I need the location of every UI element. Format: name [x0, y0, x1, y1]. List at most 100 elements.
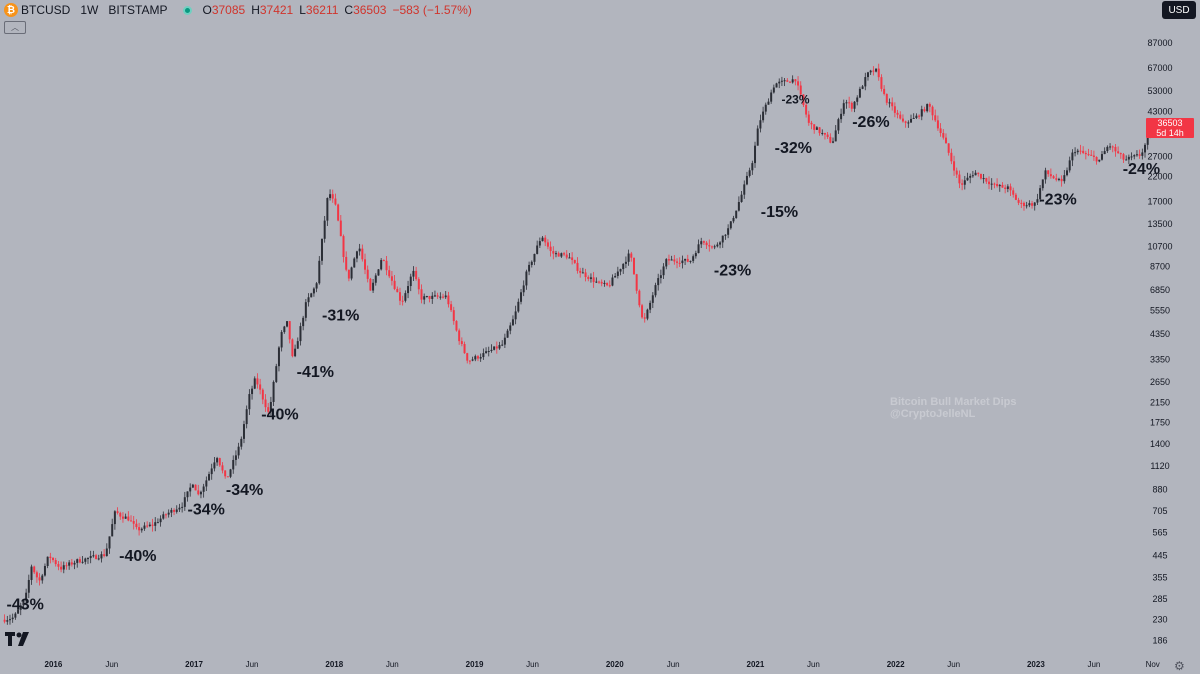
candle: [832, 141, 835, 143]
candle: [156, 522, 159, 524]
candle: [536, 245, 539, 254]
price-tick-label: 5550: [1150, 305, 1170, 315]
candle: [396, 288, 399, 293]
dip-annotation: -32%: [775, 140, 812, 157]
candle: [1103, 151, 1106, 155]
candle: [931, 106, 934, 116]
candle: [237, 446, 240, 456]
price-tick-label: 67000: [1147, 63, 1172, 73]
candle: [1111, 146, 1114, 148]
candle: [407, 286, 410, 294]
candle: [885, 93, 888, 103]
candle: [740, 194, 743, 203]
candle: [815, 127, 818, 130]
candle: [43, 565, 46, 576]
candle: [552, 251, 555, 254]
candle: [818, 127, 821, 134]
candle: [998, 184, 1001, 187]
candle: [132, 520, 135, 524]
candle: [417, 279, 420, 290]
candle: [581, 272, 584, 274]
candle: [337, 204, 340, 221]
candle: [737, 202, 740, 211]
candle: [374, 275, 377, 283]
candle: [259, 384, 262, 390]
candle: [899, 114, 902, 119]
candle: [974, 172, 977, 176]
candle: [861, 86, 864, 89]
symbol-label[interactable]: BTCUSD: [21, 3, 71, 17]
market-status-icon: [183, 5, 193, 15]
candle: [864, 77, 867, 87]
candle: [151, 524, 154, 526]
candle: [471, 359, 474, 361]
candle: [794, 79, 797, 82]
candle: [684, 258, 687, 261]
candle: [183, 497, 186, 507]
candle: [1117, 151, 1120, 154]
candle: [745, 175, 748, 185]
candle: [38, 577, 41, 581]
last-price-value: 36503: [1157, 118, 1183, 128]
candle: [431, 295, 434, 299]
candle: [1055, 178, 1058, 180]
candle: [1074, 152, 1077, 154]
candle: [778, 81, 781, 84]
candle: [412, 270, 415, 277]
candle: [476, 356, 479, 359]
currency-button[interactable]: USD: [1162, 1, 1196, 19]
candle: [622, 263, 625, 270]
candle: [963, 180, 966, 185]
candle: [541, 237, 544, 242]
candle: [382, 260, 385, 262]
candle: [977, 172, 980, 174]
candle: [896, 112, 899, 115]
collapse-legend-button[interactable]: ︿: [4, 21, 26, 34]
candle: [1012, 190, 1015, 195]
settings-gear-icon[interactable]: ⚙: [1174, 659, 1185, 673]
interval-label[interactable]: 1W: [80, 3, 99, 17]
candle: [3, 619, 6, 622]
candle: [732, 217, 735, 222]
candle: [264, 399, 267, 408]
candle: [272, 381, 275, 402]
candle: [113, 511, 116, 525]
candle: [632, 257, 635, 275]
candle: [950, 152, 953, 162]
candle: [1041, 179, 1044, 189]
candle: [858, 88, 861, 98]
time-tick-label: 2018: [325, 660, 343, 669]
candle: [1146, 137, 1149, 145]
candle: [450, 304, 453, 311]
candle: [388, 270, 391, 277]
candle: [224, 470, 227, 477]
candle: [520, 292, 523, 302]
time-tick-label: Jun: [807, 660, 820, 669]
candle: [697, 244, 700, 254]
candle: [377, 269, 380, 276]
candle: [197, 490, 200, 495]
tradingview-logo-icon[interactable]: [5, 632, 31, 646]
candle: [280, 332, 283, 348]
candle: [189, 487, 192, 492]
price-tick-label: 17000: [1147, 196, 1172, 206]
candle: [969, 175, 972, 178]
candle: [611, 277, 614, 286]
candle: [721, 235, 724, 243]
candle: [1076, 150, 1079, 153]
candle: [436, 295, 439, 297]
time-tick-label: Jun: [246, 660, 259, 669]
candle: [665, 259, 668, 267]
candle: [783, 80, 786, 82]
candle: [872, 70, 875, 72]
candle: [982, 178, 985, 180]
candle: [649, 302, 652, 310]
candle: [708, 245, 711, 247]
candle: [420, 289, 423, 300]
candle: [173, 509, 176, 512]
candle: [493, 346, 496, 350]
candle: [146, 525, 149, 527]
time-tick-label: 2019: [466, 660, 484, 669]
